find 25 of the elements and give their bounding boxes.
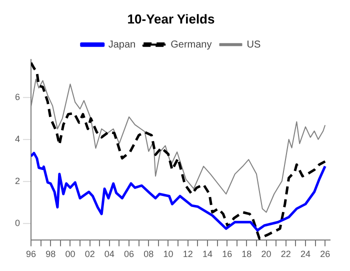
x-tick-label: 00 [65, 249, 76, 260]
x-tick-label: 12 [182, 249, 193, 260]
x-tick-label: 98 [46, 249, 56, 260]
x-tick-label: 02 [84, 249, 95, 260]
x-tick-label: 20 [261, 249, 272, 260]
x-tick-label: 06 [124, 249, 134, 260]
y-tick-label: 0 [14, 218, 20, 228]
x-tick-label: 14 [202, 249, 212, 260]
x-tick-label: 08 [144, 249, 154, 260]
legend-label: US [246, 39, 261, 50]
legend-label: Germany [170, 39, 212, 50]
x-tick-label: 18 [242, 249, 252, 260]
y-tick-label: 2 [14, 176, 20, 186]
x-tick-label: 24 [300, 249, 310, 260]
line-series [31, 62, 326, 240]
y-tick-label: 6 [14, 92, 20, 102]
x-tick-label: 16 [222, 249, 232, 260]
y-tick-label: 4 [14, 134, 20, 144]
chart-title: 10-Year Yields [127, 11, 215, 26]
x-tick-label: 26 [320, 249, 330, 260]
x-tick-label: 04 [104, 249, 114, 260]
x-tick-label: 22 [280, 249, 291, 260]
x-tick-label: 96 [26, 249, 36, 260]
legend-label: Japan [108, 39, 136, 50]
x-tick-label: 10 [163, 249, 174, 260]
